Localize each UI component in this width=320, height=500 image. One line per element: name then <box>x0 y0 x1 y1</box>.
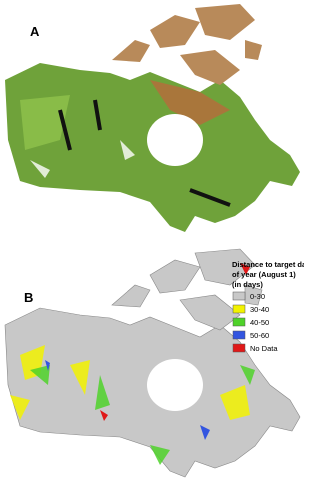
map-a <box>5 4 300 232</box>
panel-label: A <box>30 24 40 39</box>
legend-swatch <box>232 330 246 340</box>
legend-title: (in days) <box>232 280 263 289</box>
map-b <box>4 248 301 478</box>
legend-title: of year (August 1) <box>232 270 296 279</box>
legend-swatch <box>232 343 246 353</box>
figure: A B Distance to target day of year (Augus… <box>4 4 304 478</box>
legend-swatch <box>232 291 246 301</box>
legend-label: 40-50 <box>250 318 269 327</box>
legend-label: No Data <box>250 344 278 353</box>
legend-title: Distance to target day <box>232 260 304 269</box>
panel-label: B <box>24 290 33 305</box>
legend-swatch <box>232 304 246 314</box>
legend-label: 50-60 <box>250 331 269 340</box>
legend-label: 0-30 <box>250 292 265 301</box>
legend-swatch <box>232 317 246 327</box>
legend-label: 30-40 <box>250 305 269 314</box>
